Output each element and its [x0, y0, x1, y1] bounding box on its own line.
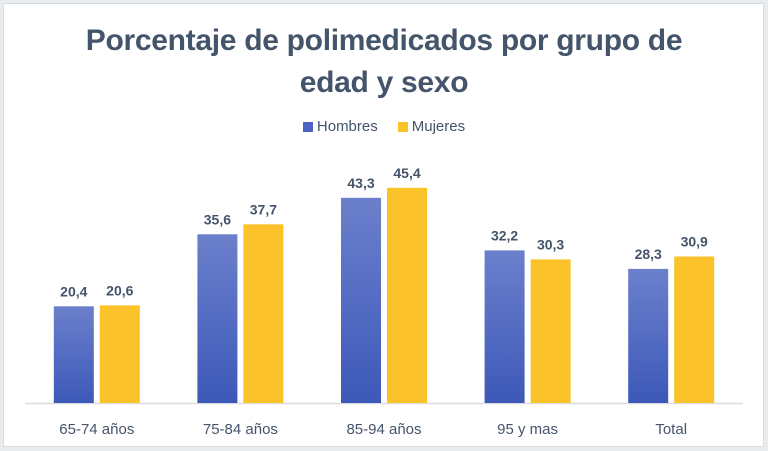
chart-legend: Hombres Mujeres — [0, 118, 768, 135]
data-label-hombres-3: 32,2 — [491, 227, 518, 243]
data-label-mujeres-4: 30,9 — [681, 234, 708, 250]
data-label-hombres-1: 35,6 — [204, 211, 231, 227]
bar-hombres-3 — [484, 250, 525, 403]
data-label-hombres-2: 43,3 — [347, 175, 374, 191]
legend-swatch-hombres — [302, 121, 313, 132]
x-tick-label-1: 75-84 años — [203, 421, 278, 438]
chart-title-line-1: Porcentaje de polimedicados por grupo de — [85, 24, 683, 57]
x-tick-label-4: Total — [655, 421, 687, 438]
data-label-mujeres-3: 30,3 — [537, 236, 564, 252]
x-tick-label-2: 85-94 años — [346, 421, 421, 438]
data-label-hombres-4: 28,3 — [635, 246, 662, 262]
x-tick-label-3: 95 y mas — [497, 421, 558, 438]
data-label-mujeres-1: 37,7 — [250, 201, 277, 217]
bar-hombres-0 — [53, 306, 94, 403]
bar-mujeres-2 — [387, 187, 427, 403]
legend-item-hombres: Hombres — [302, 118, 378, 135]
legend-item-mujeres: Mujeres — [397, 118, 466, 135]
bar-mujeres-1 — [243, 224, 284, 403]
bar-hombres-2 — [341, 197, 381, 403]
legend-swatch-mujeres — [397, 121, 408, 132]
legend-label-hombres: Hombres — [316, 118, 378, 135]
bar-hombres-4 — [628, 268, 669, 403]
x-tick-label-0: 65-74 años — [59, 421, 134, 438]
data-label-hombres-0: 20,4 — [60, 283, 87, 299]
data-label-mujeres-2: 45,4 — [393, 165, 420, 181]
legend-label-mujeres: Mujeres — [411, 118, 466, 135]
bar-mujeres-4 — [674, 256, 715, 403]
bar-mujeres-0 — [99, 305, 140, 403]
chart-title-line-2: edad y sexo — [299, 66, 469, 99]
data-label-mujeres-0: 20,6 — [106, 282, 133, 298]
bar-hombres-1 — [197, 234, 238, 403]
bar-mujeres-3 — [530, 259, 571, 403]
chart-title: Porcentaje de polimedicados por grupo de… — [0, 20, 768, 104]
